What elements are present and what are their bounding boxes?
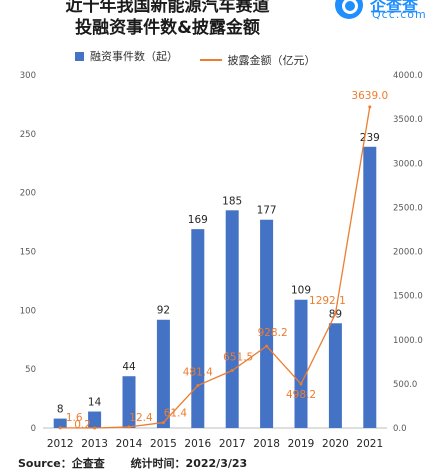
x-tick-label: 2018 — [253, 438, 280, 450]
y-left-tick-label: 100 — [20, 306, 36, 316]
line-value-label: 3639.0 — [351, 90, 388, 102]
bar-value-label: 177 — [257, 205, 277, 217]
line-point — [127, 425, 131, 429]
y-right-tick-label: 3000.0 — [393, 159, 423, 169]
bar-value-label: 44 — [122, 361, 136, 373]
line-value-label: 651.5 — [223, 352, 253, 364]
x-tick-label: 2013 — [81, 438, 108, 450]
bar — [156, 319, 170, 428]
chart-legend: 融资事件数（起） 披露金额（亿元） — [75, 48, 334, 68]
bar — [53, 418, 67, 428]
y-right-tick-label: 4000.0 — [393, 71, 423, 81]
chart-title-line-2: 投融资事件数&披露金额 — [75, 18, 260, 38]
qcc-logo-icon — [335, 0, 363, 19]
x-tick-label: 2017 — [219, 438, 246, 450]
logo-text-en: Qcc.com — [372, 8, 427, 21]
line-value-label: 928.2 — [258, 327, 288, 339]
line-series — [60, 106, 371, 429]
x-tick-label: 2014 — [116, 438, 143, 450]
bar — [260, 219, 274, 428]
legend-item-bar: 融资事件数（起） — [75, 48, 178, 64]
bar-value-label: 109 — [291, 285, 311, 297]
y-right-tick-label: 1500.0 — [393, 292, 423, 302]
x-tick-label: 2012 — [47, 438, 74, 450]
line-point — [333, 312, 337, 316]
qcc-logo: 企查查 Qcc.com — [334, 0, 444, 22]
line-value-label: 1292.1 — [309, 295, 346, 307]
bar — [363, 146, 377, 428]
y-left-tick-label: 250 — [20, 130, 36, 140]
line-point — [299, 382, 303, 386]
line-point — [58, 426, 62, 430]
footer: Source：企查查 统计时间：2022/3/23 — [18, 455, 269, 471]
y-left-tick-label: 150 — [20, 248, 36, 258]
legend-line-swatch — [199, 58, 222, 61]
y-left-tick-label: 300 — [20, 71, 36, 81]
bar — [122, 376, 136, 428]
line-point — [93, 426, 97, 430]
line-point — [196, 384, 200, 388]
bar — [294, 299, 308, 428]
legend-bar-swatch — [75, 51, 84, 61]
y-right-tick-label: 2500.0 — [393, 203, 423, 213]
line-value-label: 61.4 — [164, 408, 188, 420]
y-right-tick-label: 1000.0 — [393, 336, 423, 346]
x-tick-label: 2021 — [356, 438, 383, 450]
line-point — [265, 344, 269, 348]
bar-value-label: 8 — [57, 404, 64, 416]
x-tick-label: 2016 — [184, 438, 211, 450]
bar — [88, 411, 102, 428]
x-tick-label: 2015 — [150, 438, 177, 450]
line-value-label: 1.6 — [66, 412, 83, 424]
bar-value-label: 14 — [88, 397, 102, 409]
bar — [328, 323, 342, 428]
bar — [191, 229, 205, 428]
line-value-label: 481.4 — [183, 367, 213, 379]
line-point — [230, 369, 234, 373]
y-right-tick-label: 0.0 — [393, 424, 407, 434]
logo-text-cn: 企查查 — [370, 0, 419, 15]
legend-line-label: 披露金额（亿元） — [227, 53, 316, 67]
bar-value-label: 185 — [222, 195, 242, 207]
bar-value-label: 169 — [188, 214, 208, 226]
line-point — [368, 105, 372, 109]
line-value-label: 498.2 — [286, 389, 316, 401]
y-left-tick-label: 200 — [20, 189, 36, 199]
bar-value-label: 239 — [360, 132, 380, 144]
y-right-tick-label: 3500.0 — [393, 115, 423, 125]
y-left-tick-label: 0 — [31, 424, 36, 434]
bar — [225, 210, 239, 428]
y-right-tick-label: 500.0 — [393, 380, 417, 390]
bar-value-label: 92 — [157, 305, 170, 317]
line-value-label: 0.2 — [74, 419, 91, 431]
line-value-label: 12.4 — [129, 412, 153, 424]
x-tick-label: 2020 — [322, 438, 349, 450]
legend-bar-label: 融资事件数（起） — [90, 50, 178, 63]
y-left-tick-label: 50 — [25, 365, 36, 375]
x-tick-label: 2019 — [288, 438, 315, 450]
line-point — [161, 421, 165, 425]
y-right-tick-label: 2000.0 — [393, 248, 423, 258]
legend-item-line: 披露金额（亿元） — [199, 52, 316, 68]
chart-title-line-1: 近十年我国新能源汽车赛道 — [65, 0, 270, 16]
